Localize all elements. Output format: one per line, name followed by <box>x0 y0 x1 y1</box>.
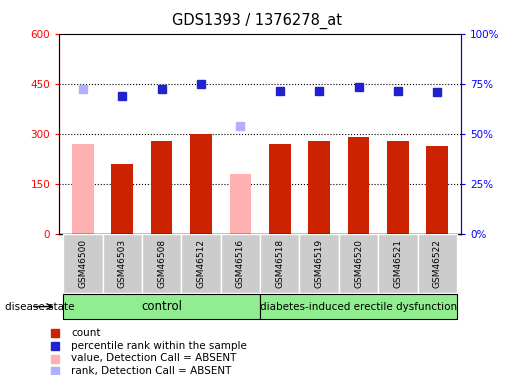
Text: GSM46521: GSM46521 <box>393 239 402 288</box>
Text: value, Detection Call = ABSENT: value, Detection Call = ABSENT <box>71 354 237 363</box>
Bar <box>387 141 409 234</box>
Text: disease state: disease state <box>5 302 75 312</box>
Bar <box>348 137 369 234</box>
Bar <box>221 234 260 292</box>
Text: GSM46516: GSM46516 <box>236 239 245 288</box>
Text: GSM46508: GSM46508 <box>157 239 166 288</box>
Bar <box>426 146 448 234</box>
Bar <box>181 234 221 292</box>
Text: GSM46522: GSM46522 <box>433 239 442 288</box>
Bar <box>142 234 181 292</box>
Bar <box>190 134 212 234</box>
Bar <box>339 234 378 292</box>
Text: GSM46500: GSM46500 <box>78 239 88 288</box>
Bar <box>63 234 102 292</box>
Bar <box>72 144 94 234</box>
Text: diabetes-induced erectile dysfunction: diabetes-induced erectile dysfunction <box>260 302 457 312</box>
Text: GSM46519: GSM46519 <box>315 239 323 288</box>
Text: percentile rank within the sample: percentile rank within the sample <box>71 341 247 351</box>
Bar <box>230 174 251 234</box>
Bar <box>269 144 290 234</box>
Bar <box>260 294 457 319</box>
Bar <box>151 141 173 234</box>
Text: GSM46520: GSM46520 <box>354 239 363 288</box>
Bar <box>260 234 299 292</box>
Text: GDS1393 / 1376278_at: GDS1393 / 1376278_at <box>173 13 342 29</box>
Bar <box>63 294 260 319</box>
Bar <box>111 164 133 234</box>
Bar <box>378 234 418 292</box>
Text: control: control <box>141 300 182 313</box>
Bar <box>308 141 330 234</box>
Bar <box>418 234 457 292</box>
Bar <box>102 234 142 292</box>
Text: count: count <box>71 328 101 338</box>
Text: GSM46512: GSM46512 <box>197 239 205 288</box>
Text: GSM46518: GSM46518 <box>275 239 284 288</box>
Text: GSM46503: GSM46503 <box>118 239 127 288</box>
Bar <box>299 234 339 292</box>
Text: rank, Detection Call = ABSENT: rank, Detection Call = ABSENT <box>71 366 232 375</box>
